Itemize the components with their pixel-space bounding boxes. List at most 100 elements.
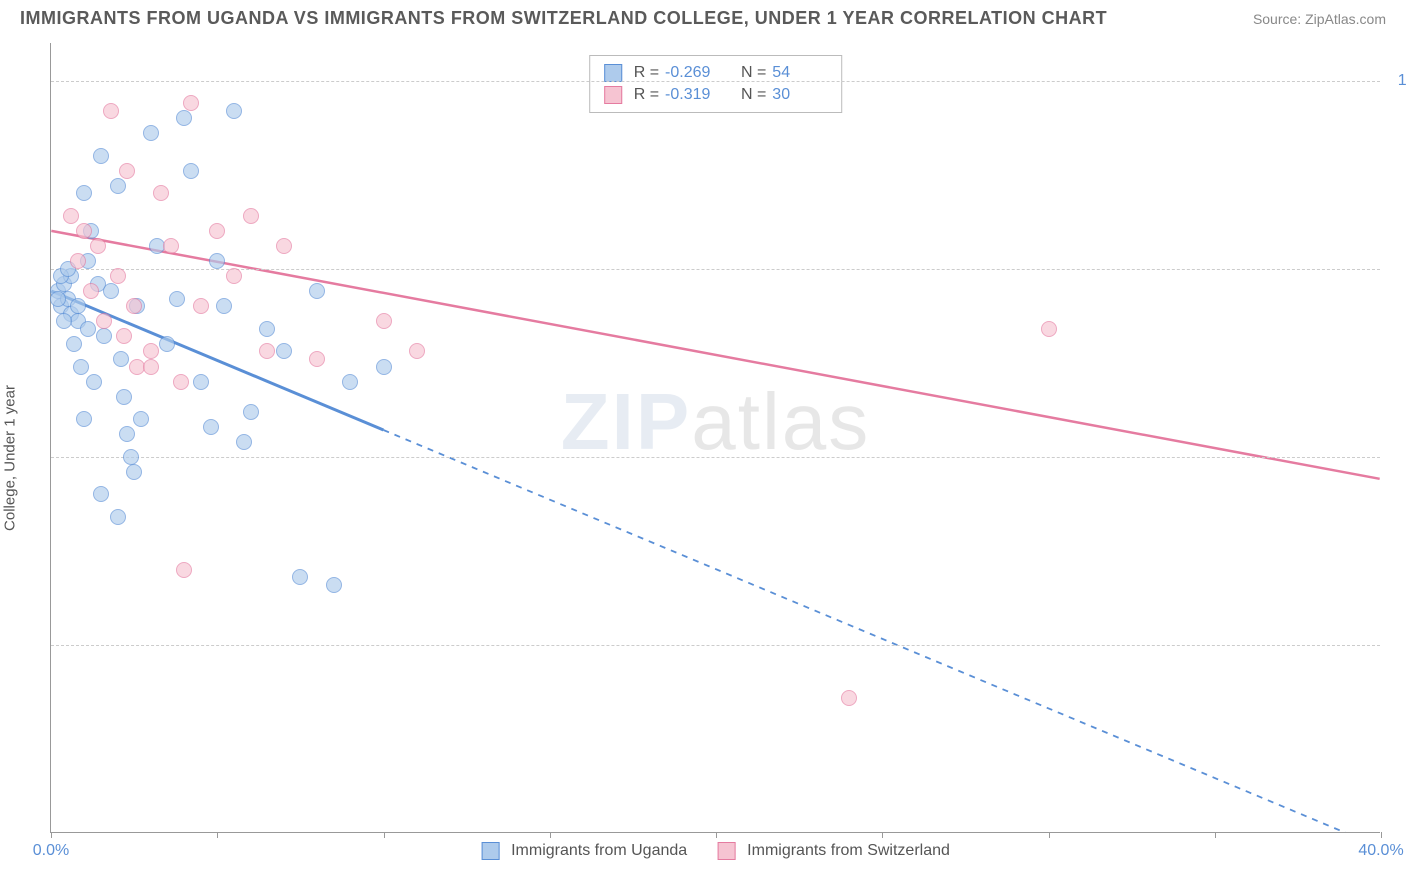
legend-swatch bbox=[604, 64, 622, 82]
scatter-marker bbox=[80, 321, 96, 337]
scatter-marker bbox=[183, 95, 199, 111]
scatter-marker bbox=[276, 238, 292, 254]
scatter-marker bbox=[163, 238, 179, 254]
scatter-marker bbox=[183, 163, 199, 179]
x-tick bbox=[1049, 832, 1050, 838]
scatter-marker bbox=[86, 374, 102, 390]
scatter-marker bbox=[841, 690, 857, 706]
scatter-marker bbox=[176, 562, 192, 578]
x-tick-label: 40.0% bbox=[1358, 842, 1403, 860]
stats-legend: R = -0.269 N = 54R = -0.319 N = 30 bbox=[589, 55, 843, 113]
scatter-marker bbox=[326, 577, 342, 593]
scatter-marker bbox=[93, 486, 109, 502]
scatter-marker bbox=[193, 374, 209, 390]
scatter-marker bbox=[73, 359, 89, 375]
y-tick-label: 25.0% bbox=[1387, 636, 1406, 654]
scatter-marker bbox=[292, 569, 308, 585]
scatter-marker bbox=[236, 434, 252, 450]
scatter-marker bbox=[116, 328, 132, 344]
title-bar: IMMIGRANTS FROM UGANDA VS IMMIGRANTS FRO… bbox=[0, 0, 1406, 33]
series-legend: Immigrants from Uganda Immigrants from Sw… bbox=[481, 842, 950, 860]
scatter-marker bbox=[110, 268, 126, 284]
gridline bbox=[51, 81, 1380, 82]
y-tick-label: 75.0% bbox=[1387, 260, 1406, 278]
scatter-marker bbox=[226, 268, 242, 284]
scatter-marker bbox=[153, 185, 169, 201]
x-tick bbox=[1215, 832, 1216, 838]
scatter-marker bbox=[66, 336, 82, 352]
scatter-marker bbox=[133, 411, 149, 427]
y-tick-label: 50.0% bbox=[1387, 448, 1406, 466]
gridline bbox=[51, 457, 1380, 458]
scatter-marker bbox=[243, 208, 259, 224]
x-tick bbox=[1381, 832, 1382, 838]
scatter-marker bbox=[119, 426, 135, 442]
legend-swatch bbox=[481, 842, 499, 860]
scatter-marker bbox=[103, 283, 119, 299]
scatter-marker bbox=[76, 411, 92, 427]
scatter-marker bbox=[376, 359, 392, 375]
scatter-marker bbox=[110, 178, 126, 194]
scatter-marker bbox=[259, 321, 275, 337]
scatter-marker bbox=[143, 125, 159, 141]
scatter-marker bbox=[110, 509, 126, 525]
x-tick bbox=[882, 832, 883, 838]
scatter-marker bbox=[103, 103, 119, 119]
legend-swatch bbox=[717, 842, 735, 860]
scatter-marker bbox=[342, 374, 358, 390]
source-label: Source: ZipAtlas.com bbox=[1253, 11, 1386, 27]
scatter-marker bbox=[243, 404, 259, 420]
gridline bbox=[51, 645, 1380, 646]
scatter-marker bbox=[176, 110, 192, 126]
scatter-marker bbox=[376, 313, 392, 329]
plot-area: ZIPatlas R = -0.269 N = 54R = -0.319 N =… bbox=[50, 43, 1380, 833]
scatter-marker bbox=[159, 336, 175, 352]
x-tick-label: 0.0% bbox=[33, 842, 69, 860]
stats-row: R = -0.319 N = 30 bbox=[604, 84, 828, 106]
x-tick bbox=[217, 832, 218, 838]
scatter-marker bbox=[226, 103, 242, 119]
n-value: 30 bbox=[772, 84, 827, 106]
scatter-marker bbox=[169, 291, 185, 307]
scatter-marker bbox=[96, 328, 112, 344]
scatter-marker bbox=[56, 313, 72, 329]
x-tick bbox=[716, 832, 717, 838]
scatter-marker bbox=[309, 283, 325, 299]
scatter-marker bbox=[193, 298, 209, 314]
watermark: ZIPatlas bbox=[561, 376, 870, 468]
scatter-marker bbox=[70, 298, 86, 314]
scatter-marker bbox=[93, 148, 109, 164]
scatter-marker bbox=[76, 185, 92, 201]
scatter-marker bbox=[96, 313, 112, 329]
scatter-marker bbox=[143, 343, 159, 359]
chart-container: College, Under 1 year ZIPatlas R = -0.26… bbox=[0, 33, 1406, 883]
r-label: R = bbox=[634, 84, 659, 106]
scatter-marker bbox=[309, 351, 325, 367]
scatter-marker bbox=[113, 351, 129, 367]
scatter-marker bbox=[126, 464, 142, 480]
legend-swatch bbox=[604, 86, 622, 104]
trend-line bbox=[383, 430, 1379, 832]
r-value: -0.319 bbox=[665, 84, 720, 106]
scatter-marker bbox=[83, 283, 99, 299]
y-tick-label: 100.0% bbox=[1387, 72, 1406, 90]
scatter-marker bbox=[70, 253, 86, 269]
x-tick bbox=[550, 832, 551, 838]
legend-item: Immigrants from Switzerland bbox=[717, 842, 950, 860]
scatter-marker bbox=[126, 298, 142, 314]
legend-item: Immigrants from Uganda bbox=[481, 842, 687, 860]
scatter-marker bbox=[209, 223, 225, 239]
chart-title: IMMIGRANTS FROM UGANDA VS IMMIGRANTS FRO… bbox=[20, 8, 1107, 29]
scatter-marker bbox=[143, 359, 159, 375]
scatter-marker bbox=[259, 343, 275, 359]
scatter-marker bbox=[276, 343, 292, 359]
scatter-marker bbox=[1041, 321, 1057, 337]
scatter-marker bbox=[409, 343, 425, 359]
scatter-marker bbox=[123, 449, 139, 465]
scatter-marker bbox=[173, 374, 189, 390]
x-tick bbox=[51, 832, 52, 838]
scatter-marker bbox=[216, 298, 232, 314]
scatter-marker bbox=[63, 208, 79, 224]
y-axis-label: College, Under 1 year bbox=[2, 385, 19, 531]
watermark-light: atlas bbox=[691, 377, 870, 466]
